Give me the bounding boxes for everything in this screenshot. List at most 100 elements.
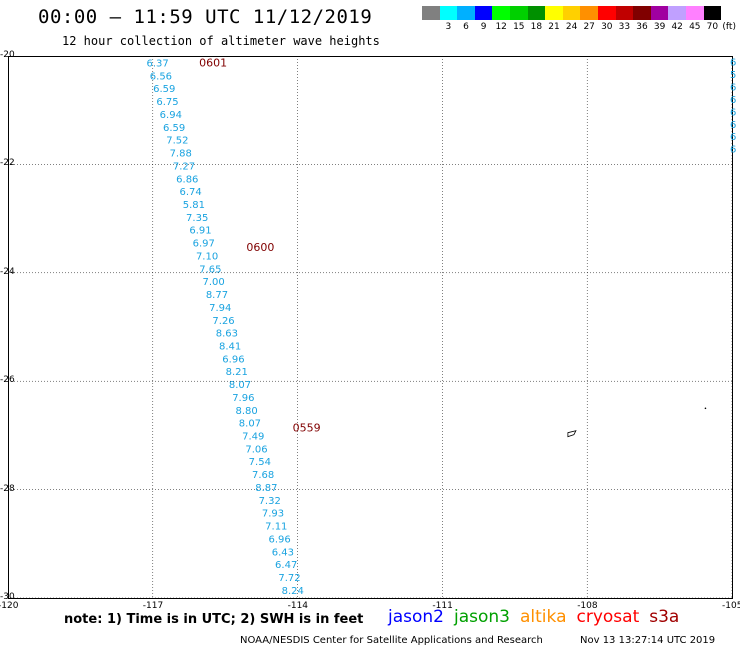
swh-value: 6.43 xyxy=(272,547,294,558)
legend-label: 6 xyxy=(463,22,469,32)
satellite-jason2: jason2 xyxy=(388,607,444,627)
lon-tick-label: -111 xyxy=(432,601,453,611)
legend-swatch xyxy=(615,6,634,20)
legend-swatch xyxy=(685,6,704,20)
swh-value: 6.59 xyxy=(153,84,175,95)
swh-value: 8.77 xyxy=(206,290,228,301)
swh-value-edge: 6 xyxy=(730,132,736,143)
legend-label: 15 xyxy=(513,22,525,32)
page-title: 00:00 — 11:59 UTC 11/12/2019 xyxy=(38,6,373,28)
swh-value-edge: 6 xyxy=(730,82,736,93)
swh-value: 6.96 xyxy=(222,354,244,365)
lon-tick-label: -114 xyxy=(287,601,309,611)
time-label: 0601 xyxy=(199,57,227,70)
legend-label: 24 xyxy=(565,22,578,32)
swh-value: 6.91 xyxy=(189,226,211,237)
swh-value: 8.80 xyxy=(235,406,257,417)
swh-value: 7.27 xyxy=(173,161,195,172)
swh-value-edge: 5 xyxy=(730,70,736,81)
swh-value: 7.54 xyxy=(249,457,271,468)
swh-value-edge: 6 xyxy=(730,57,736,68)
swh-value: 7.11 xyxy=(265,522,287,533)
legend-swatch xyxy=(633,6,651,20)
swh-value: 7.94 xyxy=(209,303,231,314)
swh-value: 8.41 xyxy=(219,341,241,352)
swh-value: 7.72 xyxy=(278,573,300,584)
swh-value: 6.86 xyxy=(176,174,198,185)
swh-value: 7.32 xyxy=(259,496,281,507)
swh-value: 6.94 xyxy=(160,110,182,121)
lon-tick-label: -117 xyxy=(142,601,164,611)
swh-value: 8.21 xyxy=(226,367,248,378)
legend-swatch xyxy=(492,6,510,20)
legend-swatch xyxy=(474,6,493,20)
legend-swatch xyxy=(545,6,563,20)
legend-label: 9 xyxy=(480,22,487,32)
swh-value: 6.37 xyxy=(146,59,168,70)
swh-value: 8.63 xyxy=(216,329,238,340)
swh-value: 6.56 xyxy=(150,71,172,82)
swh-value: 6.97 xyxy=(193,239,215,250)
swh-value: 5.81 xyxy=(183,200,205,211)
map-frame xyxy=(8,56,733,599)
legend-swatch xyxy=(527,6,546,20)
swh-value: 6.74 xyxy=(179,187,201,198)
lon-tick-label: -108 xyxy=(577,601,598,611)
satellite-s3a: s3a xyxy=(649,607,680,627)
swh-value: 8.87 xyxy=(255,483,277,494)
satellite-legend: jason2 jason3 altika cryosat s3a xyxy=(388,607,689,627)
legend-label: 18 xyxy=(530,22,543,32)
wave-height-map: 6.376.56 6.59 6.75 6.94 6.59 7.52 7.887.27 6.86… xyxy=(8,56,736,599)
lon-tick-label: -120 xyxy=(0,601,19,611)
lat-tick-label: -30 xyxy=(0,592,15,602)
legend-swatch xyxy=(422,6,440,20)
swh-value: 7.49 xyxy=(242,432,264,443)
time-label: 0600 xyxy=(246,241,274,254)
legend-label: 70 xyxy=(706,22,719,32)
color-legend xyxy=(422,6,722,20)
legend-unit: (ft) xyxy=(722,22,736,32)
legend-label: 12 xyxy=(495,22,507,32)
swh-value: 6.96 xyxy=(268,534,290,545)
legend-label: 21 xyxy=(548,22,560,32)
lat-tick-label: -26 xyxy=(0,375,15,386)
lat-tick-label: -22 xyxy=(0,158,15,169)
legend-swatch xyxy=(597,6,616,20)
legend-label: 39 xyxy=(653,22,666,32)
swh-value: 7.52 xyxy=(166,136,188,147)
page-subtitle: 12 hour collection of altimeter wave hei… xyxy=(62,34,380,48)
swh-value: 7.26 xyxy=(212,316,234,327)
swh-value: 7.35 xyxy=(186,213,208,224)
lat-tick-label: -24 xyxy=(0,266,15,277)
swh-value-edge: 6 xyxy=(730,145,736,156)
lat-tick-label: -20 xyxy=(0,50,15,60)
island-dot xyxy=(704,407,707,410)
swh-value: 7.06 xyxy=(245,444,267,455)
legend-label: 36 xyxy=(636,22,648,32)
satellite-altika: altika xyxy=(520,607,567,627)
swh-value: 8.07 xyxy=(239,419,261,430)
swh-value: 6.47 xyxy=(275,560,297,571)
lon-tick-label: -105 xyxy=(722,601,740,611)
legend-swatch xyxy=(668,6,686,20)
legend-label: 33 xyxy=(618,22,631,32)
swh-value: 6.75 xyxy=(156,97,178,108)
swh-value-edge: 6 xyxy=(730,120,736,131)
swh-value: 7.65 xyxy=(199,264,221,275)
credit-text: NOAA/NESDIS Center for Satellite Applica… xyxy=(240,635,543,646)
swh-value-edge: 6 xyxy=(730,107,736,118)
legend-swatch xyxy=(650,6,669,20)
island-outline xyxy=(567,430,577,438)
legend-swatch xyxy=(580,6,598,20)
legend-label: 45 xyxy=(689,22,701,32)
legend-swatch xyxy=(457,6,475,20)
swh-value: 8.07 xyxy=(229,380,251,391)
satellite-cryosat: cryosat xyxy=(576,607,640,627)
swh-value: 7.10 xyxy=(196,251,218,262)
satellite-jason3: jason3 xyxy=(454,607,510,627)
legend-swatch xyxy=(439,6,458,20)
swh-value: 7.00 xyxy=(203,277,225,288)
time-label: 0559 xyxy=(293,421,321,434)
legend-label: 30 xyxy=(601,22,613,32)
swh-value: 6.59 xyxy=(163,123,185,134)
